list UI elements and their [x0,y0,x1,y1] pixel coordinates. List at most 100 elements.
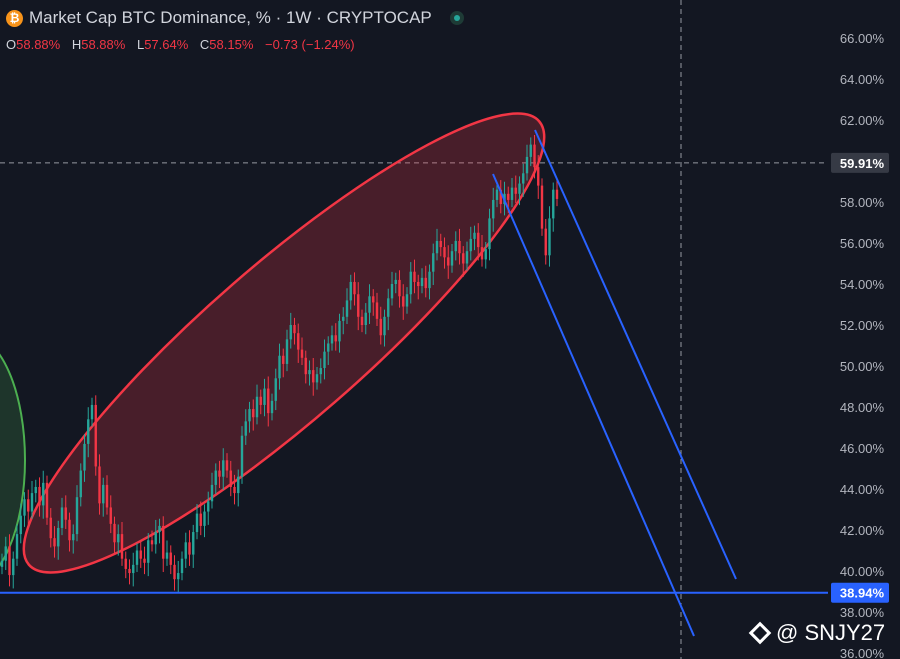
candle-body [304,357,307,375]
channel-upper-line[interactable] [534,129,737,580]
candle-body [499,189,502,205]
candle-body [45,482,49,518]
candle-body [409,271,412,295]
open-label: O [6,37,17,52]
candle-body [495,189,499,200]
candle-body [387,298,390,317]
candle-body [270,400,274,414]
candle-body [368,296,371,313]
candle-body [402,296,405,307]
candle-body [345,300,349,317]
candle-body [57,527,60,547]
candle-body [327,343,330,352]
y-tick-label: 58.00% [840,195,885,210]
candle-body [49,517,52,539]
green-ellipse-drawing [0,353,26,567]
candle-body [394,279,397,284]
candle-body [507,193,510,200]
candle-body [0,560,4,567]
candle-body [233,486,236,494]
candle-body [353,281,356,295]
candle-body [312,370,315,383]
candle-body [60,507,64,528]
candle-body [237,476,240,494]
candle-body [117,534,120,543]
candle-body [323,351,326,369]
candle-body [135,550,139,565]
candle-body [98,466,101,504]
candle-body [180,558,184,574]
candle-body [420,277,424,287]
candle-body [465,251,469,264]
candle-body [417,281,420,287]
candle-body [334,335,337,342]
candle-body [75,497,79,535]
candle-body [207,501,210,512]
y-tick-label: 64.00% [840,72,885,87]
axis-background [828,0,900,659]
candle-body [72,534,75,541]
candle-body [259,396,262,405]
candle-body [139,550,142,559]
open-value: 58.88% [16,37,61,52]
candle-body [79,470,82,498]
candle-body [90,404,94,420]
candle-body [278,355,281,379]
chart-title[interactable]: Market Cap BTC Dominance, % · 1W · CRYPT… [29,8,432,27]
candle-body [214,470,217,485]
candle-body [428,271,431,289]
candle-body [533,144,536,168]
candle-body [229,470,232,487]
candle-body [27,499,30,512]
candle-body [510,187,514,200]
channel-lower-line[interactable] [492,173,695,637]
candles-layer [0,134,559,593]
change-value: −0.73 (−1.24%) [265,37,355,52]
candle-body [282,355,285,364]
high-value: 58.88% [81,37,126,52]
candle-body [405,294,409,307]
candle-body [244,421,247,436]
candle-body [480,247,484,260]
candle-body [38,486,41,506]
candle-body [364,312,367,325]
candle-body [548,218,551,256]
candle-body [537,167,540,186]
candle-body [267,388,270,414]
candle-body [300,349,304,358]
candle-body [469,238,472,252]
candle-body [173,564,176,580]
candle-body [450,251,454,266]
candle-body [188,542,191,555]
candle-body [147,540,150,563]
candle-body [113,523,116,543]
drawings-back [0,112,546,574]
candle-body [195,513,199,533]
candle-body [263,388,266,405]
candle-body [349,281,352,301]
y-tick-label: 46.00% [840,441,885,456]
candle-body [458,240,461,254]
candle-body [83,443,86,471]
trend-ellipse-drawing [22,112,546,574]
candle-body [379,318,382,336]
candle-body [53,538,56,547]
candle-body [87,419,90,444]
support-price-label-bg [831,582,889,603]
y-tick-label: 36.00% [840,646,885,659]
market-open-dot-icon [449,11,464,25]
candle-body [454,240,457,252]
candle-body [462,253,465,264]
candle-body [42,482,45,506]
candle-body [522,173,525,184]
candle-body [514,187,517,194]
candle-body [390,284,394,299]
support-price-label: 38.94% [840,586,885,601]
candle-body [248,409,251,422]
candle-body [169,552,172,565]
candle-body [529,144,532,157]
candle-body [360,316,364,325]
binance-logo-icon [748,621,772,645]
candle-body [120,534,124,559]
